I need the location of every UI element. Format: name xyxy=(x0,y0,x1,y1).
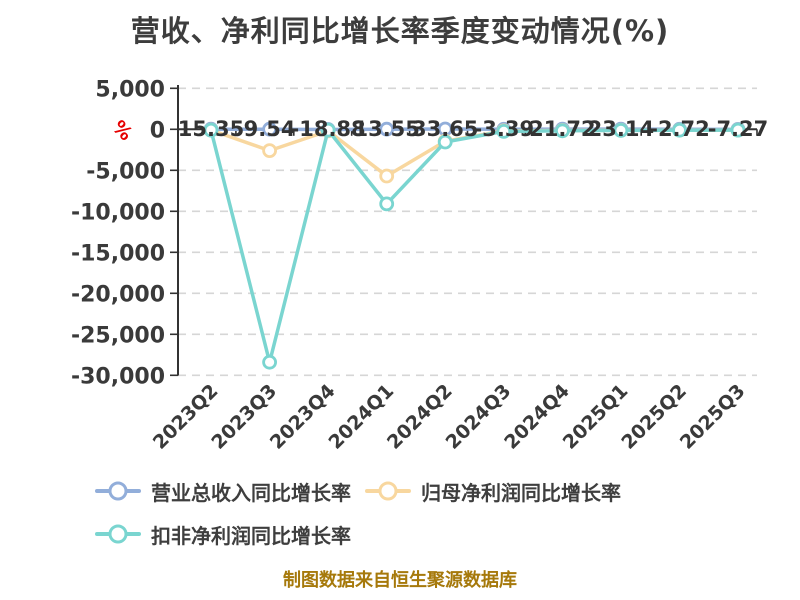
legend-dot-icon xyxy=(108,524,128,544)
data-point-2025Q2-s2[interactable] xyxy=(672,122,687,138)
data-point-2023Q3-s1[interactable] xyxy=(262,143,278,159)
point-label: 33.65 xyxy=(412,117,478,141)
legend-item-deducted-net-profit-yoy[interactable]: 扣非净利润同比增长率 xyxy=(95,520,351,549)
y-axis-label: -30,000 xyxy=(71,364,165,389)
series-line-2 xyxy=(209,128,740,364)
legend-dot-icon xyxy=(108,481,128,501)
legend-label-net-profit-yoy: 归母净利润同比增长率 xyxy=(421,480,621,505)
legend-line-marker-icon xyxy=(95,481,141,501)
legend-row-1: 营业总收入同比增长率 归母净利润同比增长率 xyxy=(95,476,621,506)
legend-dot-icon xyxy=(378,481,398,501)
data-point-2023Q3-s2[interactable] xyxy=(262,354,278,370)
point-label: -7.27 xyxy=(708,117,769,141)
point-label: 15.35 xyxy=(178,117,244,141)
point-label: 13.55 xyxy=(353,117,419,141)
data-point-2025Q3-s2[interactable] xyxy=(730,122,746,138)
legend-line-marker-icon xyxy=(365,481,411,501)
y-axis-label: 5,000 xyxy=(95,77,165,102)
data-point-2023Q2-s2[interactable] xyxy=(203,122,219,138)
data-point-2023Q3-s0[interactable] xyxy=(262,121,278,137)
percent-unit-symbol: % xyxy=(108,116,137,145)
y-axis-label: -5,000 xyxy=(86,159,165,184)
legend-label-total-revenue-yoy: 营业总收入同比增长率 xyxy=(151,480,351,505)
data-point-2024Q1-s1[interactable] xyxy=(379,168,395,184)
y-axis-label: -10,000 xyxy=(71,200,165,225)
data-point-2023Q4-s2[interactable] xyxy=(320,122,336,138)
source-note: 制图数据来自恒生聚源数据库 xyxy=(283,570,517,591)
y-axis-label: -25,000 xyxy=(71,323,165,348)
chart-title: 营收、净利同比增长率季度变动情况(%) xyxy=(130,14,670,48)
point-label: -18.88 xyxy=(291,117,366,141)
data-point-2025Q1-s2[interactable] xyxy=(613,122,629,138)
point-label: 23.14 xyxy=(588,117,654,141)
y-axis-label: 0 xyxy=(150,118,165,143)
y-axis-label: -20,000 xyxy=(71,282,165,307)
point-label: 21.72 xyxy=(529,117,595,141)
data-point-2024Q3-s2[interactable] xyxy=(496,123,512,139)
legend: 营业总收入同比增长率 归母净利润同比增长率 扣非净利润同比增长率 xyxy=(95,476,621,562)
data-point-2024Q1-s0[interactable] xyxy=(379,121,395,137)
data-point-2024Q1-s2[interactable] xyxy=(379,196,395,212)
legend-row-2: 扣非净利润同比增长率 xyxy=(95,519,621,549)
point-label: 9.54 xyxy=(244,117,296,141)
point-label: -3.39 xyxy=(474,117,535,141)
y-axis-label: -15,000 xyxy=(71,241,165,266)
legend-item-total-revenue-yoy[interactable]: 营业总收入同比增长率 xyxy=(95,477,351,506)
legend-item-net-profit-yoy[interactable]: 归母净利润同比增长率 xyxy=(365,477,621,506)
legend-label-deducted-net-profit-yoy: 扣非净利润同比增长率 xyxy=(151,523,351,548)
point-label: -2.72 xyxy=(649,117,710,141)
data-point-2024Q2-s2[interactable] xyxy=(437,134,453,150)
legend-line-marker-icon xyxy=(95,524,141,544)
x-axis-label-2025Q3: 2025Q3 xyxy=(676,380,750,454)
data-point-2024Q4-s2[interactable] xyxy=(555,123,570,139)
